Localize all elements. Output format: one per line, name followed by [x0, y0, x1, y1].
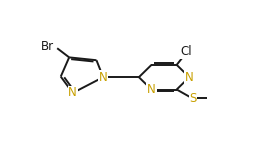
Text: N: N [99, 71, 108, 84]
Text: N: N [68, 86, 77, 99]
Text: N: N [147, 83, 156, 96]
Text: Br: Br [41, 40, 54, 53]
Text: Cl: Cl [180, 45, 192, 58]
Text: N: N [185, 71, 194, 84]
Text: S: S [189, 93, 197, 105]
